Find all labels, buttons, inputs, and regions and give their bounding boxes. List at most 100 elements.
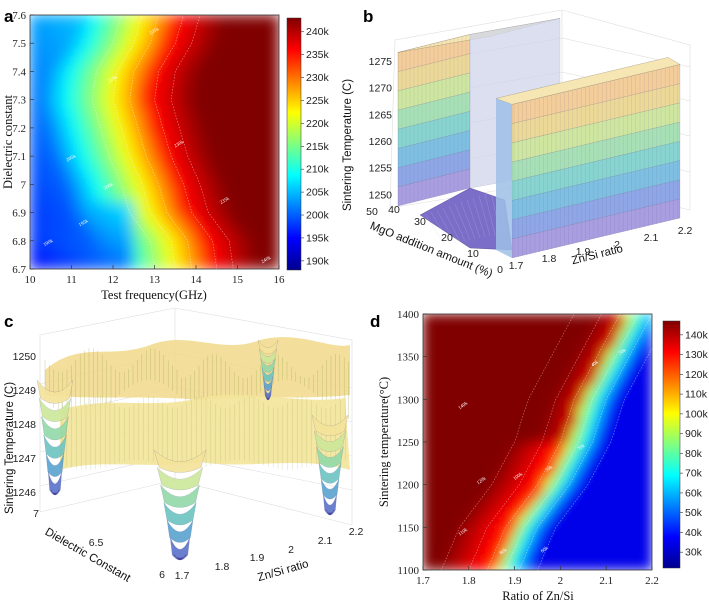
heatmap-d-cell (563, 336, 572, 345)
heatmap-d-cell (456, 373, 464, 383)
heatmap-d-cell (617, 554, 626, 563)
heatmap-a-cell (271, 217, 279, 228)
heatmap-d-cell (462, 403, 471, 413)
heatmap-d-cell (563, 366, 572, 375)
heatmap-a-cell (181, 48, 190, 58)
heatmap-a-cell (230, 116, 238, 126)
heatmap-a-cell (202, 22, 211, 33)
heatmap-d-cell (597, 509, 606, 518)
heatmap-d-cell (503, 403, 512, 413)
surface-c-pit (318, 462, 342, 484)
heatmap-d-cell (469, 486, 478, 496)
surface-b-ridge-side (496, 98, 512, 259)
heatmap-d-cell (550, 418, 559, 428)
heatmap-a-cell (147, 260, 155, 269)
heatmap-a-cell (133, 22, 142, 33)
heatmap-a-cell (71, 56, 79, 67)
surface-c-zlabel: Sintering Temperature (C) (4, 382, 16, 514)
heatmap-a-cell (126, 234, 135, 245)
surface-b-mesh (460, 201, 476, 240)
heatmap-a-cell (237, 82, 245, 92)
heatmap-a-cell (71, 158, 79, 168)
heatmap-d-cell (577, 373, 586, 383)
heatmap-d-cell (570, 411, 579, 420)
heatmap-a-cell (105, 65, 114, 75)
heatmap-a-ytick-label: 7 (21, 179, 27, 191)
heatmap-a-cell (133, 175, 142, 185)
heatmap-d-cell (489, 531, 498, 541)
heatmap-d-cell (483, 479, 491, 488)
heatmap-d-cell (516, 456, 525, 466)
heatmap-d-cell (530, 456, 538, 466)
heatmap-a-cell (230, 166, 238, 177)
heatmap-d-cell (462, 509, 471, 518)
heatmap-a-cell (71, 90, 79, 101)
heatmap-d-ytick-label: 1300 (397, 394, 420, 406)
colorbar-d-tick-label: 100k (685, 408, 709, 420)
heatmap-a-cell (271, 226, 279, 236)
heatmap-a-cell (230, 39, 238, 50)
heatmap-d-cell (442, 418, 451, 428)
heatmap-a-cell (133, 90, 142, 101)
heatmap-d-cell (516, 494, 525, 503)
heatmap-d-cell (523, 561, 532, 570)
heatmap-a-cell (133, 124, 142, 135)
heatmap-a-cell (133, 158, 142, 168)
heatmap-a-cell (84, 158, 93, 168)
heatmap-a-cell (43, 200, 52, 211)
heatmap-a-cell (250, 99, 259, 109)
heatmap-a-cell (64, 141, 72, 151)
heatmap-a-cell (209, 99, 218, 109)
heatmap-a-cell (64, 116, 72, 126)
heatmap-a-cell (216, 141, 225, 151)
heatmap-a-cell (174, 192, 183, 202)
heatmap-d-cell (537, 516, 545, 526)
heatmap-d-cell (449, 314, 458, 323)
heatmap-a-cell (160, 141, 169, 151)
heatmap-a-cell (57, 141, 66, 151)
heatmap-d-cell (423, 343, 431, 353)
heatmap-d-cell (631, 509, 640, 518)
colorbar-d-tick-label: 30k (685, 547, 703, 559)
heatmap-d-cell (429, 321, 437, 330)
heatmap-a-cell (133, 183, 142, 194)
heatmap-d-cell (557, 396, 565, 405)
heatmap-d-cell (423, 403, 431, 413)
heatmap-d-cell (604, 314, 613, 323)
heatmap-a-cell (36, 73, 45, 84)
surface-c-pit (153, 449, 207, 473)
heatmap-d-cell (442, 314, 451, 323)
heatmap-d-cell (496, 321, 505, 330)
heatmap-a-cell (230, 31, 238, 41)
heatmap-d-cell (469, 471, 478, 481)
heatmap-d-cell (456, 381, 464, 390)
heatmap-a-cell (119, 124, 128, 135)
heatmap-a-cell (230, 149, 238, 160)
heatmap-a-cell (30, 15, 38, 24)
heatmap-d-cell (423, 479, 431, 488)
heatmap-d-ytick-label: 1100 (397, 565, 419, 577)
heatmap-d-cell (456, 509, 464, 518)
heatmap-a-cell (147, 234, 155, 245)
heatmap-d-cell (489, 494, 498, 503)
heatmap-d-cell (624, 531, 633, 541)
heatmap-a-cell (230, 22, 238, 33)
heatmap-a-cell (119, 175, 128, 185)
heatmap-a-cell (174, 260, 183, 269)
heatmap-a-cell (112, 183, 121, 194)
heatmap-a-cell (119, 39, 128, 50)
heatmap-a-cell (181, 234, 190, 245)
heatmap-d-cell (624, 501, 633, 511)
heatmap-a-cell (154, 15, 162, 24)
heatmap-d-cell (449, 509, 458, 518)
heatmap-a-cell (202, 107, 211, 118)
heatmap-a-cell (167, 192, 176, 202)
heatmap-a-cell (140, 133, 149, 143)
heatmap-a-cell (50, 22, 59, 33)
heatmap-a-cell (223, 107, 232, 118)
heatmap-a-cell (257, 251, 266, 262)
heatmap-a-cell (77, 149, 86, 160)
heatmap-a-cell (91, 107, 100, 118)
heatmap-d-cell (638, 433, 646, 443)
heatmap-d-cell (456, 388, 464, 398)
